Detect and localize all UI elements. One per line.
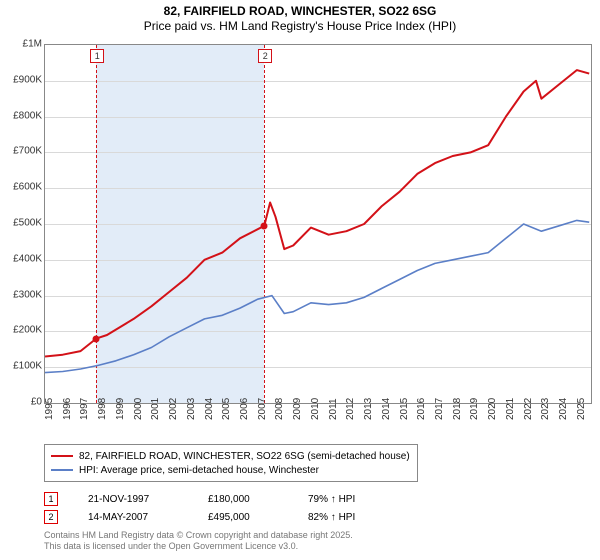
x-tick-label: 1996	[62, 398, 73, 420]
plot-area: 12	[44, 44, 592, 404]
x-tick-label: 2013	[363, 398, 374, 420]
x-tick-label: 2023	[540, 398, 551, 420]
series-line-0	[45, 70, 589, 356]
title-block: 82, FAIRFIELD ROAD, WINCHESTER, SO22 6SG…	[0, 0, 600, 34]
x-tick-label: 2000	[133, 398, 144, 420]
sale-point	[261, 222, 268, 229]
x-tick-label: 2001	[150, 398, 161, 420]
x-tick-label: 2011	[328, 398, 339, 420]
y-tick-label: £600K	[2, 182, 42, 193]
sales-date-0: 21-NOV-1997	[88, 494, 178, 505]
x-tick-label: 2003	[186, 398, 197, 420]
legend-item-0: 82, FAIRFIELD ROAD, WINCHESTER, SO22 6SG…	[51, 449, 411, 463]
x-tick-label: 2015	[399, 398, 410, 420]
x-tick-label: 2009	[292, 398, 303, 420]
x-tick-label: 2017	[434, 398, 445, 420]
x-tick-label: 2020	[487, 398, 498, 420]
y-tick-label: £700K	[2, 146, 42, 157]
x-tick-label: 2006	[239, 398, 250, 420]
chart-container: 82, FAIRFIELD ROAD, WINCHESTER, SO22 6SG…	[0, 0, 600, 560]
legend-label-0: 82, FAIRFIELD ROAD, WINCHESTER, SO22 6SG…	[79, 451, 410, 462]
sales-table: 1 21-NOV-1997 £180,000 79% ↑ HPI 2 14-MA…	[44, 490, 355, 526]
sales-row-1: 2 14-MAY-2007 £495,000 82% ↑ HPI	[44, 508, 355, 526]
sales-marker-1: 2	[44, 510, 58, 524]
legend-item-1: HPI: Average price, semi-detached house,…	[51, 463, 411, 477]
y-tick-label: £100K	[2, 361, 42, 372]
y-tick-label: £1M	[2, 39, 42, 50]
sales-price-1: £495,000	[208, 512, 278, 523]
sales-pct-0: 79% ↑ HPI	[308, 494, 355, 505]
legend-label-1: HPI: Average price, semi-detached house,…	[79, 465, 319, 476]
x-tick-label: 2008	[274, 398, 285, 420]
sales-pct-1: 82% ↑ HPI	[308, 512, 355, 523]
legend: 82, FAIRFIELD ROAD, WINCHESTER, SO22 6SG…	[44, 444, 418, 482]
legend-swatch-0	[51, 455, 73, 457]
x-tick-label: 1999	[115, 398, 126, 420]
x-tick-label: 2005	[221, 398, 232, 420]
y-tick-label: £0	[2, 397, 42, 408]
x-tick-label: 2012	[345, 398, 356, 420]
x-tick-label: 2021	[505, 398, 516, 420]
title-line2: Price paid vs. HM Land Registry's House …	[0, 19, 600, 34]
x-tick-label: 2002	[168, 398, 179, 420]
series-line-1	[45, 220, 589, 372]
sale-marker-box: 2	[258, 49, 272, 63]
x-tick-label: 2025	[576, 398, 587, 420]
sales-date-1: 14-MAY-2007	[88, 512, 178, 523]
x-tick-label: 1997	[79, 398, 90, 420]
series-lines	[45, 45, 591, 403]
y-tick-label: £300K	[2, 289, 42, 300]
x-tick-label: 2007	[257, 398, 268, 420]
license-text: Contains HM Land Registry data © Crown c…	[44, 530, 353, 552]
x-tick-label: 2019	[469, 398, 480, 420]
x-tick-label: 2014	[381, 398, 392, 420]
license-line2: This data is licensed under the Open Gov…	[44, 541, 353, 552]
x-tick-label: 1995	[44, 398, 55, 420]
title-line1: 82, FAIRFIELD ROAD, WINCHESTER, SO22 6SG	[0, 4, 600, 19]
legend-swatch-1	[51, 469, 73, 471]
y-tick-label: £500K	[2, 218, 42, 229]
sale-marker-box: 1	[90, 49, 104, 63]
x-tick-label: 2024	[558, 398, 569, 420]
x-tick-label: 2004	[204, 398, 215, 420]
y-tick-label: £200K	[2, 325, 42, 336]
sales-marker-0: 1	[44, 492, 58, 506]
x-tick-label: 1998	[97, 398, 108, 420]
license-line1: Contains HM Land Registry data © Crown c…	[44, 530, 353, 541]
y-tick-label: £400K	[2, 253, 42, 264]
x-tick-label: 2022	[523, 398, 534, 420]
x-tick-label: 2016	[416, 398, 427, 420]
sales-price-0: £180,000	[208, 494, 278, 505]
x-tick-label: 2018	[452, 398, 463, 420]
sale-point	[93, 335, 100, 342]
sales-row-0: 1 21-NOV-1997 £180,000 79% ↑ HPI	[44, 490, 355, 508]
x-tick-label: 2010	[310, 398, 321, 420]
y-tick-label: £900K	[2, 74, 42, 85]
y-tick-label: £800K	[2, 110, 42, 121]
